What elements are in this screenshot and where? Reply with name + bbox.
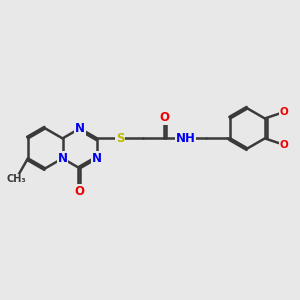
Text: NH: NH bbox=[176, 132, 195, 145]
Text: O: O bbox=[75, 185, 85, 198]
Text: O: O bbox=[280, 107, 289, 117]
Text: O: O bbox=[159, 111, 170, 124]
Text: CH₃: CH₃ bbox=[6, 174, 26, 184]
Text: N: N bbox=[92, 152, 102, 165]
Text: S: S bbox=[116, 132, 124, 145]
Text: O: O bbox=[280, 140, 289, 150]
Text: N: N bbox=[75, 122, 85, 135]
Text: N: N bbox=[58, 152, 68, 165]
